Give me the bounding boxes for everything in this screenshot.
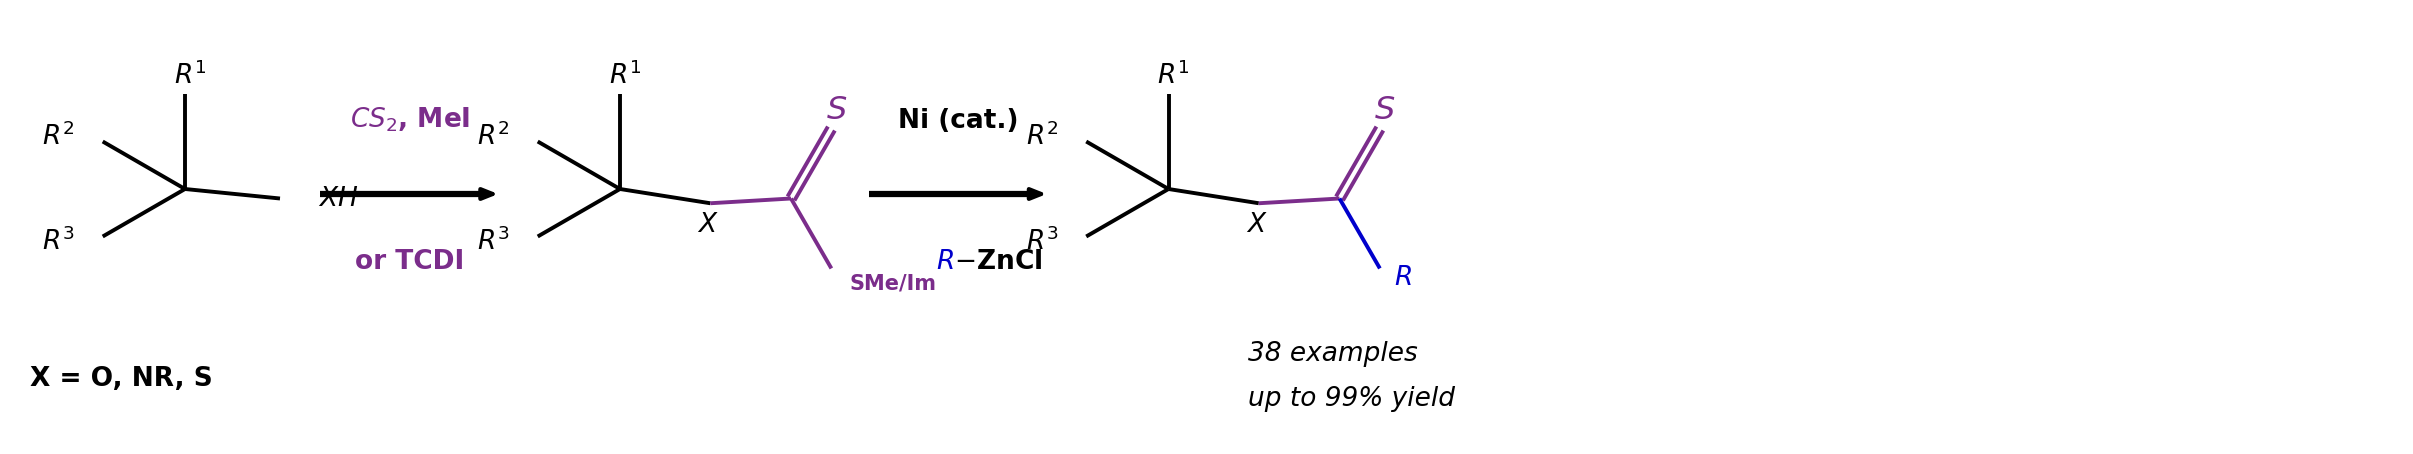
Text: $R^1$: $R^1$	[1158, 62, 1190, 90]
Text: $S$: $S$	[1375, 95, 1395, 126]
Text: $-$ZnCl: $-$ZnCl	[953, 249, 1042, 275]
Text: 38 examples: 38 examples	[1248, 341, 1419, 367]
Text: $X$: $X$	[1245, 212, 1267, 238]
Text: $R^2$: $R^2$	[478, 122, 509, 151]
Text: SMe/Im: SMe/Im	[849, 273, 936, 293]
Text: up to 99% yield: up to 99% yield	[1248, 386, 1455, 412]
Text: $R$: $R$	[1395, 266, 1412, 291]
Text: $X$: $X$	[697, 212, 719, 238]
Text: $R^3$: $R^3$	[1026, 227, 1059, 256]
Text: $R$: $R$	[936, 249, 953, 275]
Text: $R^1$: $R^1$	[608, 62, 642, 90]
Text: $R^2$: $R^2$	[43, 122, 75, 151]
Text: $XH$: $XH$	[319, 186, 360, 212]
Text: $R^1$: $R^1$	[174, 62, 205, 90]
Text: or TCDI: or TCDI	[355, 249, 466, 275]
Text: Ni (cat.): Ni (cat.)	[898, 108, 1018, 134]
Text: $R^3$: $R^3$	[478, 227, 509, 256]
Text: $R^3$: $R^3$	[41, 227, 75, 256]
Text: $R^2$: $R^2$	[1026, 122, 1059, 151]
Text: X = O, NR, S: X = O, NR, S	[29, 366, 212, 392]
Text: $S$: $S$	[825, 95, 847, 126]
Text: $CS_2$, MeI: $CS_2$, MeI	[350, 105, 471, 134]
